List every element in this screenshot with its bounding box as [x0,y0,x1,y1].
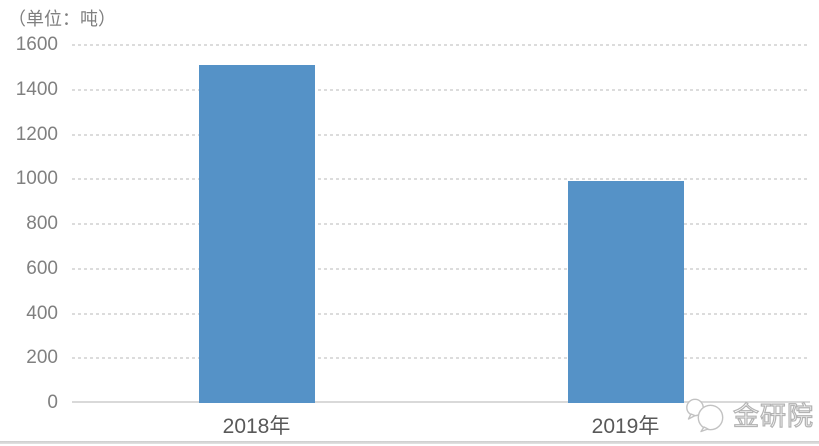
y-tick-label: 1600 [15,34,58,55]
bar-2019年 [567,181,684,403]
watermark-text: 金研院 [732,400,815,431]
y-tick-label: 1000 [15,168,58,190]
y-tick-label: 200 [26,347,58,369]
y-tick-label: 1400 [15,78,58,100]
watermark: 金研院 [684,396,814,433]
chart-unit-label: （单位：吨） [8,9,116,29]
gridline-400 [72,312,810,315]
y-tick-label: 600 [26,257,58,279]
wechat-chat-bubbles-icon [686,398,724,432]
gridline-800 [72,223,810,225]
gridline-200 [72,357,810,360]
gridline-1600 [72,44,810,46]
y-tick-label: 0 [47,392,58,413]
y-tick-label: 400 [26,302,58,324]
x-category-label: 2019年 [591,415,660,438]
x-category-label: 2018年 [222,415,291,438]
gridline-600 [72,267,810,270]
gridline-1200 [72,133,810,136]
gridline-1000 [72,178,810,181]
bar-2018年 [198,65,315,403]
y-tick-label: 1200 [15,123,58,145]
y-tick-label: 800 [26,213,58,234]
gridline-1400 [72,88,810,91]
bottom-divider [0,441,819,444]
x-axis-line [72,401,810,403]
